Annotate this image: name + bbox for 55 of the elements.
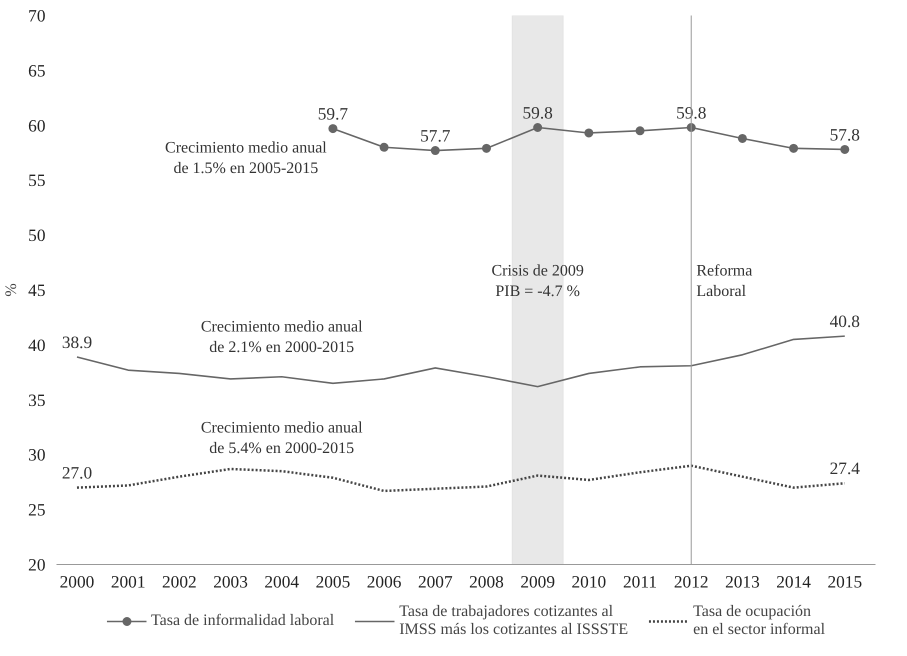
point: [533, 123, 542, 132]
y-tick-label: 25: [28, 500, 46, 520]
data-label: 40.8: [830, 312, 860, 332]
y-tick-label: 30: [28, 446, 46, 465]
y-tick-label: 55: [28, 171, 46, 190]
x-tick-label: 2012: [674, 572, 709, 592]
x-tick-label: 2000: [60, 572, 94, 592]
x-tick-label: 2015: [827, 572, 862, 592]
x-tick-label: 2011: [623, 572, 658, 592]
y-tick-label: 70: [28, 6, 46, 26]
data-label: 57.7: [420, 126, 451, 146]
x-tick-label: 2005: [316, 572, 350, 592]
data-label: 59.8: [676, 103, 706, 122]
annotation: Crecimiento medio anual de 2.1% en 2000-2015: [200, 318, 364, 356]
band-label: Crisis de 2009 PIB = -4.7 %: [491, 262, 584, 300]
legend-label: Tasa de ocupación en el sector informal: [693, 603, 826, 639]
point: [789, 144, 798, 153]
x-tick-label: 2006: [366, 572, 402, 592]
y-tick-label: 50: [28, 226, 46, 246]
ref-line-label: Reforma Laboral: [696, 262, 752, 300]
x-tick-label: 2007: [418, 572, 453, 592]
x-tick-label: 2013: [725, 572, 760, 592]
data-label: 27.4: [830, 459, 860, 478]
point: [584, 128, 594, 138]
x-tick-label: 2004: [264, 572, 300, 592]
point: [380, 142, 389, 152]
x-tick-label: 2003: [213, 572, 248, 592]
y-tick-label: 45: [28, 281, 46, 300]
point: [636, 126, 645, 136]
point: [328, 124, 338, 134]
y-axis-title: %: [3, 283, 20, 297]
data-label: 59.7: [318, 104, 348, 124]
legend-label: Tasa de informalidad laboral: [150, 612, 334, 630]
annotation: Crecimiento medio anual de 5.4% en 2000-2015: [200, 419, 364, 457]
y-tick-label: 65: [28, 61, 46, 80]
data-label: 57.8: [830, 125, 860, 144]
x-tick-label: 2010: [572, 572, 606, 592]
x-tick-label: 2009: [520, 572, 555, 592]
point: [430, 146, 440, 156]
x-tick-label: 2008: [469, 572, 504, 592]
x-tick-label: 2001: [110, 572, 146, 592]
y-tick-label: 35: [28, 390, 46, 410]
data-label: 27.0: [62, 464, 92, 483]
x-tick-label: 2014: [776, 572, 812, 592]
y-tick-label: 60: [28, 116, 46, 136]
annotation: Crecimiento medio anual de 1.5% en 2005-2015: [165, 140, 328, 177]
y-tick-label: 20: [28, 556, 46, 574]
legend-label: Tasa de trabajadores cotizantes al IMSS más los cotizantes al ISSSTE: [399, 603, 628, 639]
data-label: 59.8: [522, 103, 553, 122]
y-tick-label: 40: [28, 336, 46, 355]
point: [482, 144, 491, 153]
x-tick-label: 2002: [162, 572, 197, 592]
point: [738, 134, 747, 143]
point: [840, 144, 850, 154]
data-label: 38.9: [62, 332, 92, 352]
